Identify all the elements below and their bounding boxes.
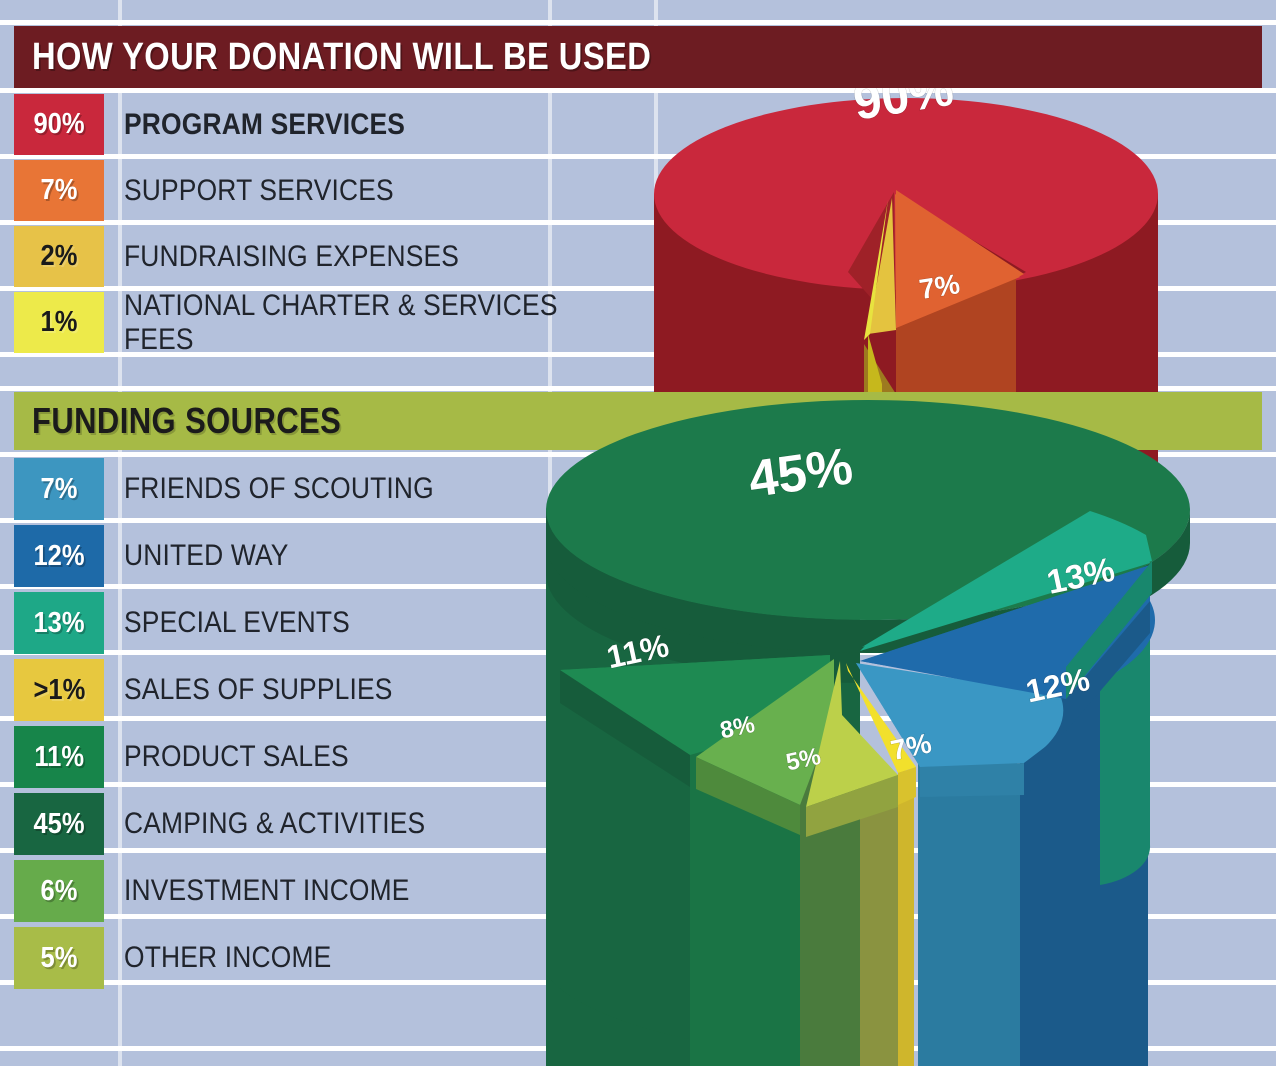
funding-item-percent-swatch: 5% xyxy=(14,927,104,989)
funding-item-row[interactable]: 11% PRODUCT SALES xyxy=(14,726,554,788)
funding-header-title: FUNDING SOURCES xyxy=(32,400,342,441)
funding-item-label-text: PRODUCT SALES xyxy=(124,740,349,773)
funding-item-row[interactable]: >1% SALES OF SUPPLIES xyxy=(14,659,554,721)
donation-legend: 90% PROGRAM SERVICES 7% SUPPORT SERVICES 2% F… xyxy=(14,94,654,358)
funding-item-percent-value: 7% xyxy=(40,472,78,505)
donation-item-label: NATIONAL CHARTER & SERVICES FEES xyxy=(104,289,654,356)
donation-item-row[interactable]: 90% PROGRAM SERVICES xyxy=(14,94,654,155)
funding-item-label-text: CAMPING & ACTIVITIES xyxy=(124,807,426,840)
funding-item-label: INVESTMENT INCOME xyxy=(104,860,554,922)
donation-item-row[interactable]: 2% FUNDRAISING EXPENSES xyxy=(14,226,654,287)
background-column-separator xyxy=(118,0,122,1066)
donation-item-label-text: FUNDRAISING EXPENSES xyxy=(124,239,460,273)
funding-item-label-text: SPECIAL EVENTS xyxy=(124,606,350,639)
funding-item-percent-swatch: 45% xyxy=(14,793,104,855)
funding-item-label-text: UNITED WAY xyxy=(124,539,289,572)
funding-pie-chart: 45% 13% 12% 7% 11% 8% 5% xyxy=(500,399,1240,1066)
background-row-separator xyxy=(0,88,1276,93)
donation-item-label: SUPPORT SERVICES xyxy=(104,160,654,221)
funding-item-row[interactable]: 45% CAMPING & ACTIVITIES xyxy=(14,793,554,855)
donation-item-label-text: PROGRAM SERVICES xyxy=(124,107,406,141)
donation-section-header: HOW YOUR DONATION WILL BE USED xyxy=(14,26,1262,88)
funding-item-percent-value: 13% xyxy=(33,606,85,639)
funding-item-percent-value: 5% xyxy=(40,941,78,974)
donation-item-label: PROGRAM SERVICES xyxy=(104,94,654,155)
donation-item-label-text: SUPPORT SERVICES xyxy=(124,173,394,207)
donation-header-title: HOW YOUR DONATION WILL BE USED xyxy=(32,36,652,78)
funding-item-label: UNITED WAY xyxy=(104,525,554,587)
background-row-separator xyxy=(0,386,1276,391)
funding-item-label: OTHER INCOME xyxy=(104,927,554,989)
funding-item-label-text: INVESTMENT INCOME xyxy=(124,874,410,907)
donation-item-row[interactable]: 7% SUPPORT SERVICES xyxy=(14,160,654,221)
funding-item-label: SPECIAL EVENTS xyxy=(104,592,554,654)
donation-item-percent-value: 1% xyxy=(40,306,78,338)
funding-item-percent-value: 45% xyxy=(33,807,85,840)
donation-item-label-text: NATIONAL CHARTER & SERVICES FEES xyxy=(124,288,558,356)
funding-item-percent-swatch: 6% xyxy=(14,860,104,922)
funding-item-percent-value: >1% xyxy=(33,673,85,706)
funding-item-row[interactable]: 7% FRIENDS OF SCOUTING xyxy=(14,458,554,520)
funding-item-percent-value: 6% xyxy=(40,874,78,907)
donation-item-percent-swatch: 7% xyxy=(14,160,104,221)
background-row-separator xyxy=(0,286,1276,291)
donation-item-row[interactable]: 1% NATIONAL CHARTER & SERVICES FEES xyxy=(14,289,654,356)
funding-item-label-text: FRIENDS OF SCOUTING xyxy=(124,472,434,505)
donation-item-percent-swatch: 1% xyxy=(14,292,104,353)
funding-item-row[interactable]: 5% OTHER INCOME xyxy=(14,927,554,989)
funding-item-percent-swatch: >1% xyxy=(14,659,104,721)
funding-item-row[interactable]: 6% INVESTMENT INCOME xyxy=(14,860,554,922)
funding-item-percent-swatch: 11% xyxy=(14,726,104,788)
funding-item-label: FRIENDS OF SCOUTING xyxy=(104,458,554,520)
funding-item-label: CAMPING & ACTIVITIES xyxy=(104,793,554,855)
funding-item-percent-value: 11% xyxy=(34,740,84,773)
funding-item-row[interactable]: 13% SPECIAL EVENTS xyxy=(14,592,554,654)
donation-item-percent-value: 90% xyxy=(33,108,85,140)
funding-legend: 7% FRIENDS OF SCOUTING 12% UNITED WAY 13% SPE… xyxy=(14,458,554,994)
funding-item-label: PRODUCT SALES xyxy=(104,726,554,788)
donation-item-percent-value: 7% xyxy=(40,174,78,206)
background-row-separator xyxy=(0,220,1276,225)
donation-item-percent-swatch: 90% xyxy=(14,94,104,155)
funding-item-percent-swatch: 12% xyxy=(14,525,104,587)
funding-item-percent-swatch: 13% xyxy=(14,592,104,654)
funding-item-label-text: SALES OF SUPPLIES xyxy=(124,673,393,706)
donation-item-label: FUNDRAISING EXPENSES xyxy=(104,226,654,287)
pie-label-45: 45% xyxy=(745,437,856,509)
donation-item-percent-swatch: 2% xyxy=(14,226,104,287)
funding-item-percent-swatch: 7% xyxy=(14,458,104,520)
background-row-separator xyxy=(0,20,1276,25)
donation-item-percent-value: 2% xyxy=(40,240,78,272)
funding-item-label-text: OTHER INCOME xyxy=(124,941,332,974)
funding-item-label: SALES OF SUPPLIES xyxy=(104,659,554,721)
background-row-separator xyxy=(0,154,1276,159)
funding-item-percent-value: 12% xyxy=(33,539,85,572)
pie-label-7: 7% xyxy=(917,268,962,305)
funding-item-row[interactable]: 12% UNITED WAY xyxy=(14,525,554,587)
background-row-separator xyxy=(0,352,1276,357)
